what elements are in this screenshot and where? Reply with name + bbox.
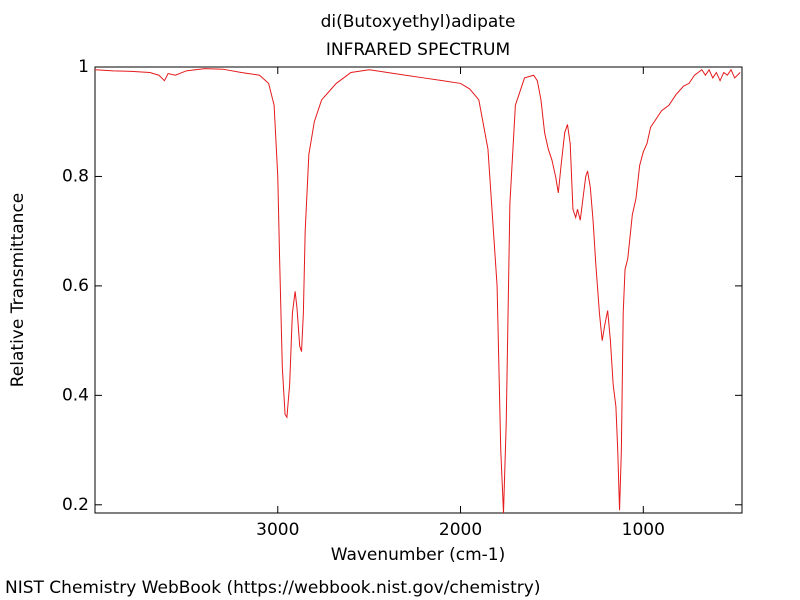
x-tick-label: 1000 — [622, 520, 665, 540]
chart-title: di(Butoxyethyl)adipate — [321, 12, 516, 32]
y-tick-label: 0.8 — [62, 166, 89, 186]
y-tick-label: 0.6 — [62, 276, 89, 296]
footer: NIST Chemistry WebBook (https://webbook.… — [5, 578, 540, 598]
spectrum-line — [94, 68, 741, 514]
y-tick-label: 1 — [78, 57, 89, 77]
x-tick-label: 3000 — [256, 520, 299, 540]
x-tick-label: 2000 — [439, 520, 482, 540]
plot-frame — [94, 66, 743, 514]
y-tick-label: 0.4 — [62, 385, 89, 405]
chart-subtitle: INFRARED SPECTRUM — [326, 40, 510, 60]
y-tick-label: 0.2 — [62, 495, 89, 515]
y-axis-label: Relative Transmittance — [8, 193, 28, 388]
x-axis-label: Wavenumber (cm-1) — [331, 545, 506, 565]
